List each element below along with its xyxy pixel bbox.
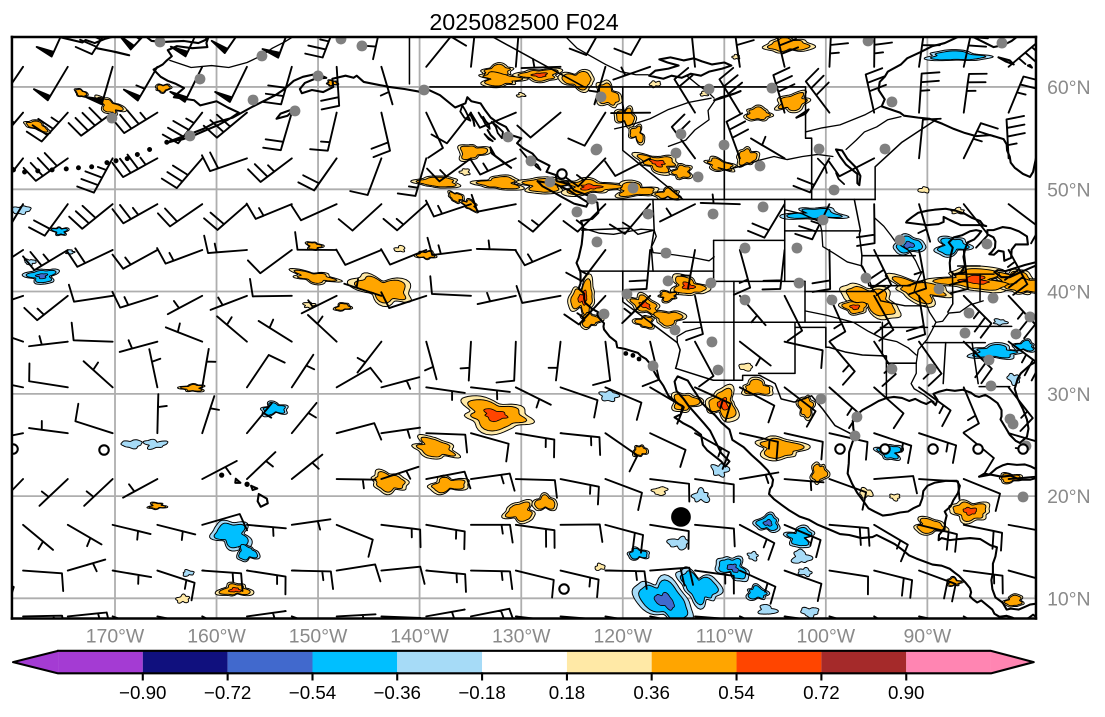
svg-text:170°W: 170°W [86, 625, 145, 647]
svg-text:50°N: 50°N [1047, 179, 1090, 201]
svg-text:130°W: 130°W [492, 625, 551, 647]
svg-text:20°N: 20°N [1047, 486, 1090, 508]
svg-text:−0.36: −0.36 [373, 682, 420, 703]
svg-text:−0.54: −0.54 [289, 682, 336, 703]
svg-text:30°N: 30°N [1047, 384, 1090, 406]
svg-text:−0.90: −0.90 [119, 682, 166, 703]
svg-text:−0.18: −0.18 [458, 682, 505, 703]
svg-text:150°W: 150°W [289, 625, 348, 647]
svg-text:90°W: 90°W [903, 625, 951, 647]
svg-text:60°N: 60°N [1047, 77, 1090, 99]
svg-text:0.72: 0.72 [803, 682, 840, 703]
svg-text:40°N: 40°N [1047, 282, 1090, 304]
svg-text:120°W: 120°W [593, 625, 652, 647]
svg-text:140°W: 140°W [390, 625, 449, 647]
svg-text:0.36: 0.36 [633, 682, 670, 703]
svg-text:0.54: 0.54 [718, 682, 755, 703]
svg-text:10°N: 10°N [1047, 588, 1090, 610]
svg-text:2025082500 F024: 2025082500 F024 [429, 9, 618, 35]
svg-text:100°W: 100°W [797, 625, 856, 647]
svg-text:0.90: 0.90 [888, 682, 925, 703]
svg-text:−0.72: −0.72 [204, 682, 251, 703]
svg-text:110°W: 110°W [696, 625, 754, 647]
svg-text:0.18: 0.18 [549, 682, 586, 703]
svg-text:160°W: 160°W [187, 625, 246, 647]
